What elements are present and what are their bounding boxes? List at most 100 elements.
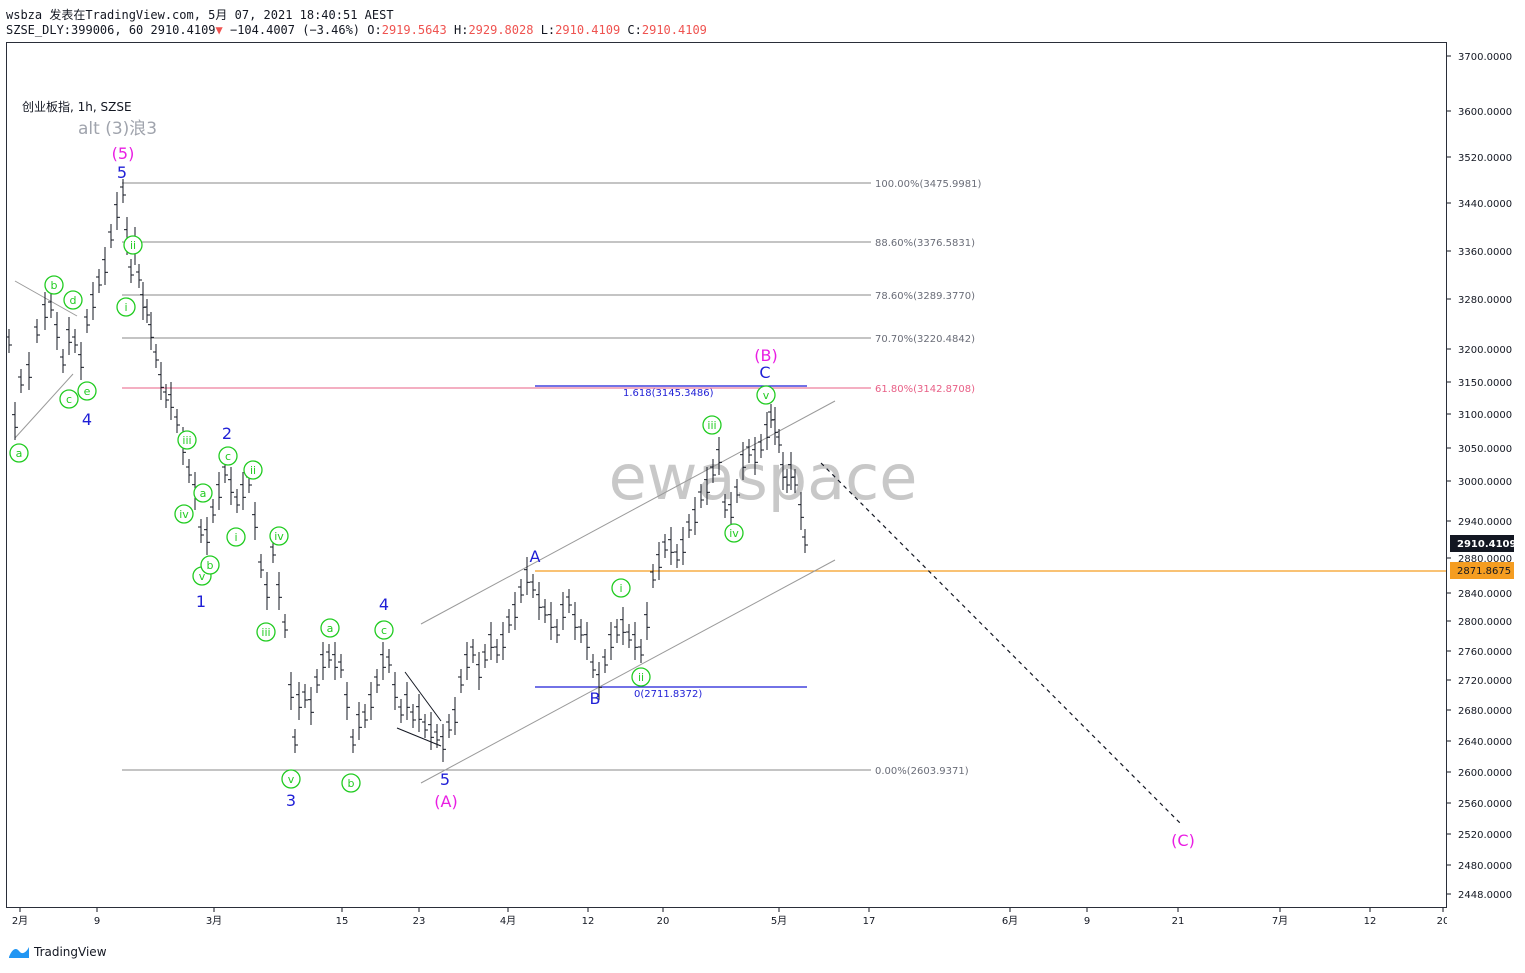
fib-786: 78.60%(3289.3770) [875,291,975,302]
time-tick: 2月 [12,915,28,927]
wave-label-green: d [70,294,77,307]
fib-618: 61.80%(3142.8708) [875,384,975,395]
time-tick: 20 [657,916,670,927]
wave-label-green-ring [269,526,289,546]
price-tick: 2880.0000 [1458,554,1512,565]
wave-label-green-ring [702,415,722,435]
chart-symbol-title: 创业板指, 1h, SZSE [22,100,132,114]
wave-label-green: c [66,393,72,406]
fib-100: 100.00%(3475.9981) [875,179,981,190]
time-axis[interactable]: 2月 9 3月 15 23 4月 12 20 5月 17 6月 9 21 7月 12 20 [6,908,1447,930]
price-tick: 2448.0000 [1458,890,1512,901]
wave-label-green-ring [9,443,29,463]
time-tick: 15 [336,916,349,927]
wave-label-green-ring [374,620,394,640]
wave-label-blue: C [759,363,770,382]
wave-label-green-ring [756,385,776,405]
wave-label-blue: 3 [286,791,296,810]
time-tick: 12 [1364,916,1377,927]
wave-label-green-ring [243,460,263,480]
close-value: 2910.4109 [641,23,707,37]
tradingview-brand: TradingView [34,945,107,959]
high-label: H: [453,23,469,37]
watermark: ewaspace [609,441,918,514]
price-tick: 3700.0000 [1458,52,1512,63]
time-tick: 4月 [500,915,516,927]
wave-label-green-ring [200,555,220,575]
wave-label-green-ring [724,523,744,543]
wave-label-green: ii [250,464,256,477]
price-tick: 2720.0000 [1458,676,1512,687]
wave-label-blue: A [530,547,541,566]
open-label: O: [367,23,382,37]
publish-info: wsbza 发表在TradingView.com, 5月 07, 2021 18… [6,8,394,22]
wave-label-green-ring [44,275,64,295]
price-tick: 2560.0000 [1458,799,1512,810]
price-tick: 3150.0000 [1458,378,1512,389]
ohlc-line: SZSE_DLY:399006, 60 2910.4109▼ −104.4007… [6,23,707,37]
price-bars [7,179,808,762]
wave-label-blue: 5 [440,770,450,789]
wave-label-blue: 4 [379,595,389,614]
wave-label-green: ii [130,239,136,252]
wave-label-magenta: (B) [754,346,777,365]
price-tick: 2680.0000 [1458,706,1512,717]
price-axis[interactable]: 3700.0000 3600.0000 3520.0000 3440.0000 3360… [1447,42,1525,908]
tradingview-logo-icon [9,947,29,958]
wave-label-green: iii [182,434,191,447]
wave-label-green-ring [193,483,213,503]
tradingview-footer[interactable]: TradingView [8,945,107,959]
time-tick: 5月 [771,915,787,927]
wave-label-green: i [124,301,127,314]
fib-0: 0.00%(2603.9371) [875,766,969,777]
price-tick: 3360.0000 [1458,247,1512,258]
price-tick: 2840.0000 [1458,589,1512,600]
wave-label-green: a [327,622,334,635]
wave-label-blue: 1 [196,592,206,611]
low-value: 2910.4109 [555,23,621,37]
price-tick: 3440.0000 [1458,199,1512,210]
wave-label-green: i [619,582,622,595]
fib-886: 88.60%(3376.5831) [875,238,975,249]
wave-label-green-ring [256,622,276,642]
wave-label-green: iii [707,419,716,432]
price-tick: 3000.0000 [1458,477,1512,488]
chart-plot-area[interactable]: ewaspace 100.00%(3475.9981) 88.60%(3376.… [6,42,1447,908]
wave-label-green: iii [261,626,270,639]
time-tick: 9 [94,916,100,927]
wave-label-green: iv [729,527,739,540]
wave-label-green-ring [281,769,301,789]
low-label: L: [540,23,556,37]
wave-label-green-ring [631,667,651,687]
last-price-badge [1450,535,1514,552]
price-tick: 2600.0000 [1458,768,1512,779]
time-tick: 3月 [206,915,222,927]
time-tick: 23 [413,916,426,927]
wave-label-green-ring [63,290,83,310]
wave-label-green: c [381,624,387,637]
ext-0: 0(2711.8372) [634,689,702,700]
wave-label-blue: 4 [82,410,92,429]
last-price-value: 2910.4109 [1457,539,1517,550]
wave-label-green: a [16,447,23,460]
price-tick: 3050.0000 [1458,444,1512,455]
hline-price-value: 2871.8675 [1457,566,1511,577]
fib-707: 70.70%(3220.4842) [875,334,975,345]
price-tick: 2640.0000 [1458,737,1512,748]
price-tick: 2520.0000 [1458,830,1512,841]
price-tick: 2760.0000 [1458,647,1512,658]
down-arrow-icon: ▼ [215,23,223,37]
wave-label-green-ring [116,297,136,317]
wave-label-magenta: (5) [112,144,135,163]
price-tick: 3600.0000 [1458,107,1512,118]
wave-label-blue: B [590,689,601,708]
wave-label-green: a [200,487,207,500]
price-tick: 3520.0000 [1458,153,1512,164]
hline-price-badge [1450,562,1514,579]
high-value: 2929.8028 [468,23,534,37]
wave-label-green-ring [123,235,143,255]
price-tick: 3100.0000 [1458,410,1512,421]
price-tick: 3280.0000 [1458,295,1512,306]
time-tick: 9 [1084,916,1090,927]
wave-label-green: b [207,559,214,572]
